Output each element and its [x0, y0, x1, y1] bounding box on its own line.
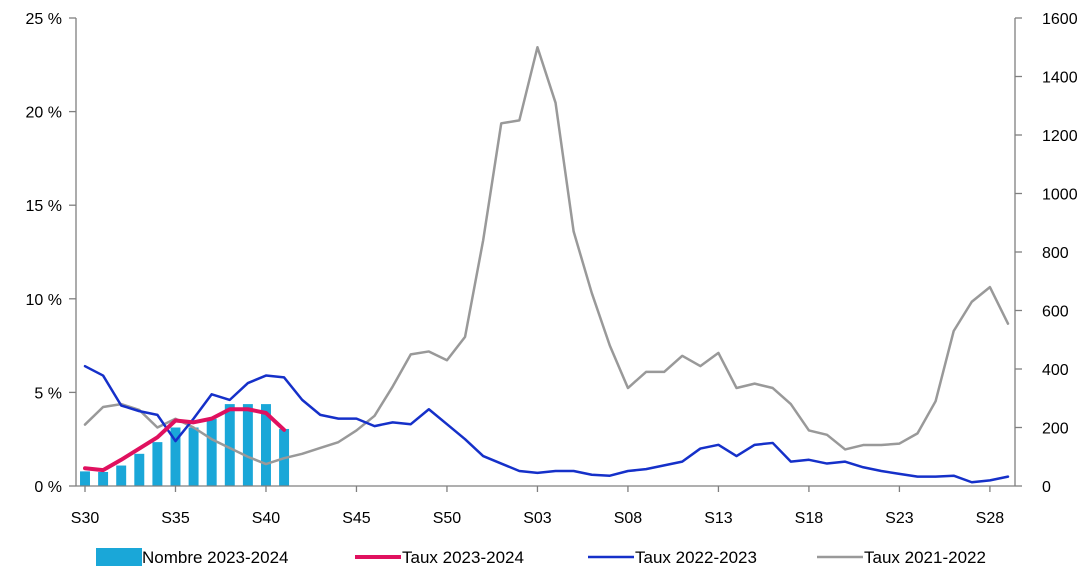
y-left-tick-label: 25 % [26, 11, 62, 28]
legend-label: Nombre 2023-2024 [142, 548, 288, 567]
x-tick-label: S18 [795, 510, 824, 527]
y-right-tick-label: 400 [1042, 362, 1069, 379]
bar [170, 427, 181, 486]
bar [224, 404, 235, 486]
x-tick-label: S28 [976, 510, 1005, 527]
legend-label: Taux 2022-2023 [635, 548, 757, 567]
y-left-tick-label: 10 % [26, 292, 62, 309]
legend-item: Taux 2021-2022 [817, 548, 986, 567]
legend-item: Taux 2022-2023 [588, 548, 757, 567]
axes-layer: 0 % 5 % 10 % 15 % 20 % 25 % 0 200 400 600 800 1000 1… [26, 11, 1078, 527]
lines-layer [83, 46, 1010, 484]
bar [206, 418, 217, 486]
bar [188, 427, 199, 486]
y-right-tick-label: 200 [1042, 421, 1069, 438]
x-tick-label: S50 [433, 510, 462, 527]
x-tick-label: S45 [342, 510, 371, 527]
series-line-taux-2023-2024 [83, 407, 287, 473]
y-right-tick-label: 1200 [1042, 128, 1078, 145]
y-right-tick-label: 1600 [1042, 11, 1078, 28]
x-tick-label: S08 [614, 510, 643, 527]
bar [134, 453, 145, 486]
bar [242, 404, 253, 486]
x-tick-label: S35 [161, 510, 190, 527]
legend-label: Taux 2021-2022 [864, 548, 986, 567]
x-tick-label: S40 [252, 510, 281, 527]
x-tick-label: S03 [523, 510, 552, 527]
y-left-tick-label: 15 % [26, 198, 62, 215]
x-tick-label: S13 [704, 510, 733, 527]
legend-label: Taux 2023-2024 [402, 548, 524, 567]
bars-layer [80, 404, 290, 486]
y-right-tick-label: 0 [1042, 479, 1051, 496]
bar [152, 442, 163, 486]
bar [116, 465, 127, 486]
y-right-tick-label: 800 [1042, 245, 1069, 262]
legend-swatch [96, 548, 142, 566]
bar [261, 404, 271, 486]
x-tick-label: S23 [885, 510, 914, 527]
y-right-tick-label: 600 [1042, 304, 1069, 321]
x-tick-label: S30 [71, 510, 100, 527]
series-line-taux-2021-2022 [83, 46, 1010, 466]
series-line-taux-2022-2023 [83, 364, 1010, 484]
legend-item: Taux 2023-2024 [355, 548, 524, 567]
bar [98, 471, 109, 486]
bar [80, 471, 90, 486]
y-left-tick-label: 20 % [26, 105, 62, 122]
y-left-tick-label: 5 % [34, 385, 62, 402]
y-right-tick-label: 1400 [1042, 70, 1078, 87]
legend: Nombre 2023-2024 Taux 2023-2024 Taux 2022-… [96, 548, 986, 567]
y-left-tick-label: 0 % [34, 479, 62, 496]
y-right-tick-label: 1000 [1042, 187, 1078, 204]
legend-item: Nombre 2023-2024 [96, 548, 288, 567]
